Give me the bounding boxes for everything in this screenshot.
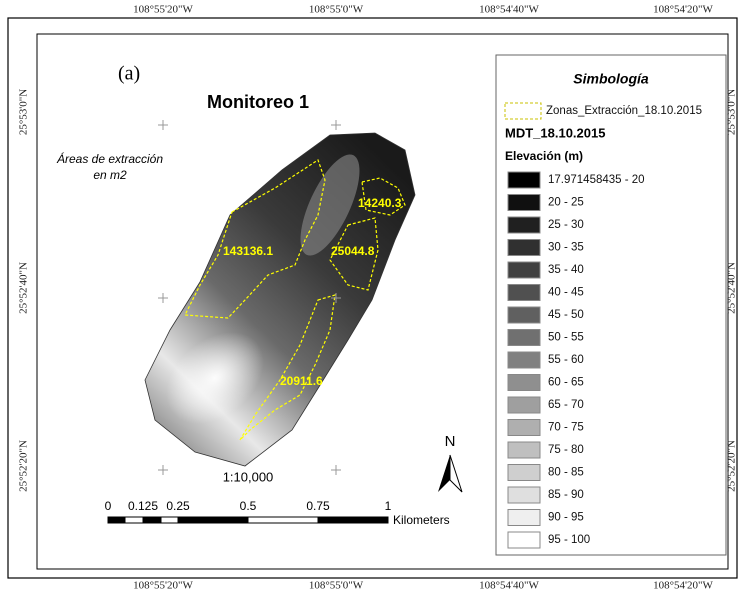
legend-swatch <box>508 330 540 346</box>
legend-swatch <box>508 532 540 548</box>
north-label: N <box>445 433 456 450</box>
scale-text: 1:10,000 <box>223 469 274 484</box>
legend-swatch <box>508 262 540 278</box>
right-coord: 25°52'20"N <box>726 440 738 492</box>
map-title: Monitoreo 1 <box>207 92 309 112</box>
left-coord: 25°52'40"N <box>18 262 30 314</box>
north-arrow: N <box>438 433 462 492</box>
right-coord: 25°52'40"N <box>726 262 738 314</box>
legend-class-label: 55 - 60 <box>548 354 584 366</box>
left-coord: 25°52'20"N <box>18 440 30 492</box>
legend-swatch <box>508 510 540 526</box>
legend-class-label: 80 - 85 <box>548 467 584 479</box>
legend-swatch <box>508 420 540 436</box>
scale-label: 0 <box>105 499 112 513</box>
left-coord: 25°53'0"N <box>18 89 30 135</box>
legend-class-label: 90 - 95 <box>548 512 584 524</box>
right-coord: 25°53'0"N <box>726 89 738 135</box>
legend-title: Simbología <box>573 71 649 87</box>
bottom-coord: 108°54'40"W <box>479 580 539 591</box>
subtitle: Áreas de extracción <box>56 151 163 166</box>
legend-swatch <box>508 352 540 368</box>
legend-swatch <box>508 285 540 301</box>
zone-label: 20911.6 <box>280 374 323 388</box>
legend-class-label: 50 - 55 <box>548 332 584 344</box>
subtitle: en m2 <box>93 168 127 182</box>
legend-class-label: 20 - 25 <box>548 197 584 209</box>
legend-class-label: 45 - 50 <box>548 309 584 321</box>
legend-zone-label: Zonas_Extracción_18.10.2015 <box>546 105 702 117</box>
legend-dem-name: MDT_18.10.2015 <box>505 125 605 140</box>
legend-class-label: 40 - 45 <box>548 287 584 299</box>
legend-class-label: 75 - 80 <box>548 444 584 456</box>
legend-zone-swatch <box>505 103 541 119</box>
legend-swatch <box>508 172 540 188</box>
scale-label: 0.125 <box>128 499 158 513</box>
legend-class-label: 60 - 65 <box>548 377 584 389</box>
scale-label: 1 <box>385 499 392 513</box>
legend-swatch <box>508 397 540 413</box>
scale-label: 0.75 <box>306 499 330 513</box>
bottom-coord: 108°54'20"W <box>653 580 713 591</box>
top-coord: 108°54'40"W <box>479 4 539 16</box>
legend-class-label: 30 - 35 <box>548 242 584 254</box>
scale-label: 0.5 <box>240 499 257 513</box>
legend-class-label: 25 - 30 <box>548 219 584 231</box>
legend-swatch <box>508 465 540 481</box>
legend-class-label: 85 - 90 <box>548 489 584 501</box>
legend-swatch <box>508 375 540 391</box>
top-coord: 108°54'20"W <box>653 4 713 16</box>
top-coord: 108°55'20"W <box>133 4 193 16</box>
bottom-coord: 108°55'0"W <box>309 580 364 591</box>
legend-class-label: 17.971458435 - 20 <box>548 174 645 186</box>
top-coord: 108°55'0"W <box>309 4 364 16</box>
legend-swatch <box>508 217 540 233</box>
panel-label: (a) <box>118 63 140 85</box>
legend-class-label: 65 - 70 <box>548 399 584 411</box>
legend-class-label: 35 - 40 <box>548 264 584 276</box>
dem <box>145 133 415 466</box>
scale-bar <box>108 517 388 523</box>
legend-swatch <box>508 195 540 211</box>
legend-field: Elevación (m) <box>505 149 583 163</box>
zone-label: 143136.1 <box>223 244 273 258</box>
legend-swatch <box>508 487 540 503</box>
legend-swatch <box>508 442 540 458</box>
legend-swatch <box>508 307 540 323</box>
legend-class-label: 70 - 75 <box>548 422 584 434</box>
map-figure: (a) Monitoreo 1 Áreas de extracción en m… <box>0 0 744 591</box>
zone-label: 14240.3 <box>358 196 402 210</box>
scale-unit: Kilometers <box>393 513 450 527</box>
legend-class-label: 95 - 100 <box>548 534 590 546</box>
zone-label: 25044.8 <box>331 244 375 258</box>
scale-label: 0.25 <box>166 499 190 513</box>
legend-swatch <box>508 240 540 256</box>
bottom-coord: 108°55'20"W <box>133 580 193 591</box>
